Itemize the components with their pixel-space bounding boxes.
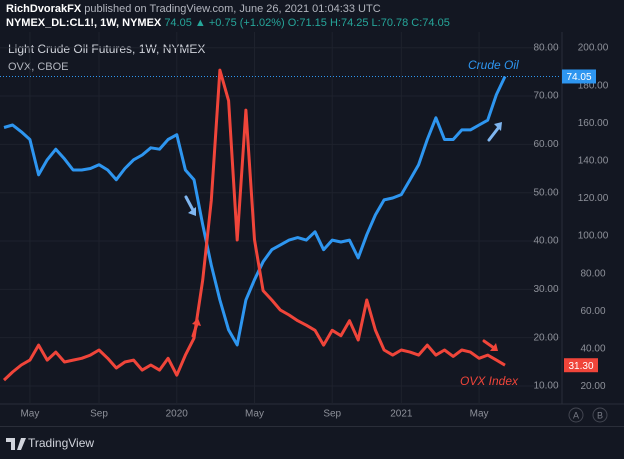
arrow-head [490, 343, 498, 351]
published: published on TradingView.com, June 26, 2… [84, 3, 381, 15]
footer: TradingView [0, 426, 624, 459]
y2-tick-label: 80.00 [580, 268, 605, 279]
publish-line: RichDvorakFX published on TradingView.co… [6, 3, 381, 15]
y2-tick-label: 120.00 [578, 193, 609, 204]
arrow-head [192, 318, 201, 326]
axis-button[interactable] [568, 407, 584, 423]
last-price: 74.05 [164, 17, 192, 29]
x-tick-label: May [20, 409, 39, 420]
axis-button-label[interactable]: A [573, 410, 579, 420]
series-line [3, 75, 507, 347]
arrow [487, 125, 501, 142]
y2-tick-label: 20.00 [580, 381, 605, 392]
x-tick-label: Sep [90, 409, 108, 420]
x-tick-label: 2020 [166, 409, 189, 420]
logo-shape [6, 438, 26, 450]
y2-tick-label: 60.00 [580, 306, 605, 317]
y-tick-label: 30.00 [533, 284, 558, 295]
symbol: NYMEX_DL:CL1!, 1W, NYMEX [6, 17, 162, 29]
y-tick-label: 70.00 [533, 91, 558, 102]
annotation: OVX Index [460, 374, 519, 388]
chart: Light Crude Oil Futures, 1W, NYMEX OVX, … [0, 32, 624, 426]
arrow-head [188, 207, 196, 216]
y-tick-label: 20.00 [533, 332, 558, 343]
y2-tick-label: 160.00 [578, 118, 609, 129]
x-tick-label: 2021 [390, 409, 413, 420]
arrow-head [494, 122, 502, 131]
y-tick-label: 10.00 [533, 381, 558, 392]
y-tick-label: 80.00 [533, 42, 558, 53]
footer-brand: TradingView [28, 436, 95, 450]
series-line [2, 68, 506, 382]
price-tag [562, 69, 596, 84]
price-tag [564, 358, 598, 373]
author: RichDvorakFX [6, 3, 82, 15]
x-tick-label: Sep [323, 409, 341, 420]
y-tick-label: 60.00 [533, 139, 558, 150]
arrows [184, 122, 502, 351]
quote-line: NYMEX_DL:CL1!, 1W, NYMEX 74.05 ▲ +0.75 (… [6, 17, 450, 29]
legend-ovx: OVX, CBOE [8, 61, 69, 73]
y2-tick-label: 40.00 [580, 344, 605, 355]
header: RichDvorakFX published on TradingView.co… [0, 0, 624, 32]
ohlc: O:71.15 H:74.25 L:70.78 C:74.05 [287, 17, 450, 29]
y2-tick-label: 180.00 [578, 80, 609, 91]
y2-tick-label: 200.00 [578, 43, 609, 54]
x-tick-label: May [245, 409, 264, 420]
y-tick-label: 50.00 [533, 187, 558, 198]
change: ▲ +0.75 (+1.02%) [194, 17, 285, 29]
arrow [191, 322, 199, 338]
logo [6, 438, 26, 450]
background [0, 32, 624, 426]
x-tick-label: May [470, 409, 489, 420]
price-tag-label: 31.30 [568, 361, 593, 372]
y2-tick-label: 140.00 [578, 156, 609, 167]
y-tick-label: 40.00 [533, 236, 558, 247]
price-tag-label: 74.05 [566, 72, 591, 83]
axis-button[interactable] [592, 407, 608, 423]
y2-tick-label: 100.00 [578, 231, 609, 242]
arrow [482, 339, 496, 350]
annotation: Crude Oil [468, 58, 519, 72]
axis-button-label[interactable]: B [597, 410, 603, 420]
legend-crude: Light Crude Oil Futures, 1W, NYMEX [8, 42, 205, 56]
